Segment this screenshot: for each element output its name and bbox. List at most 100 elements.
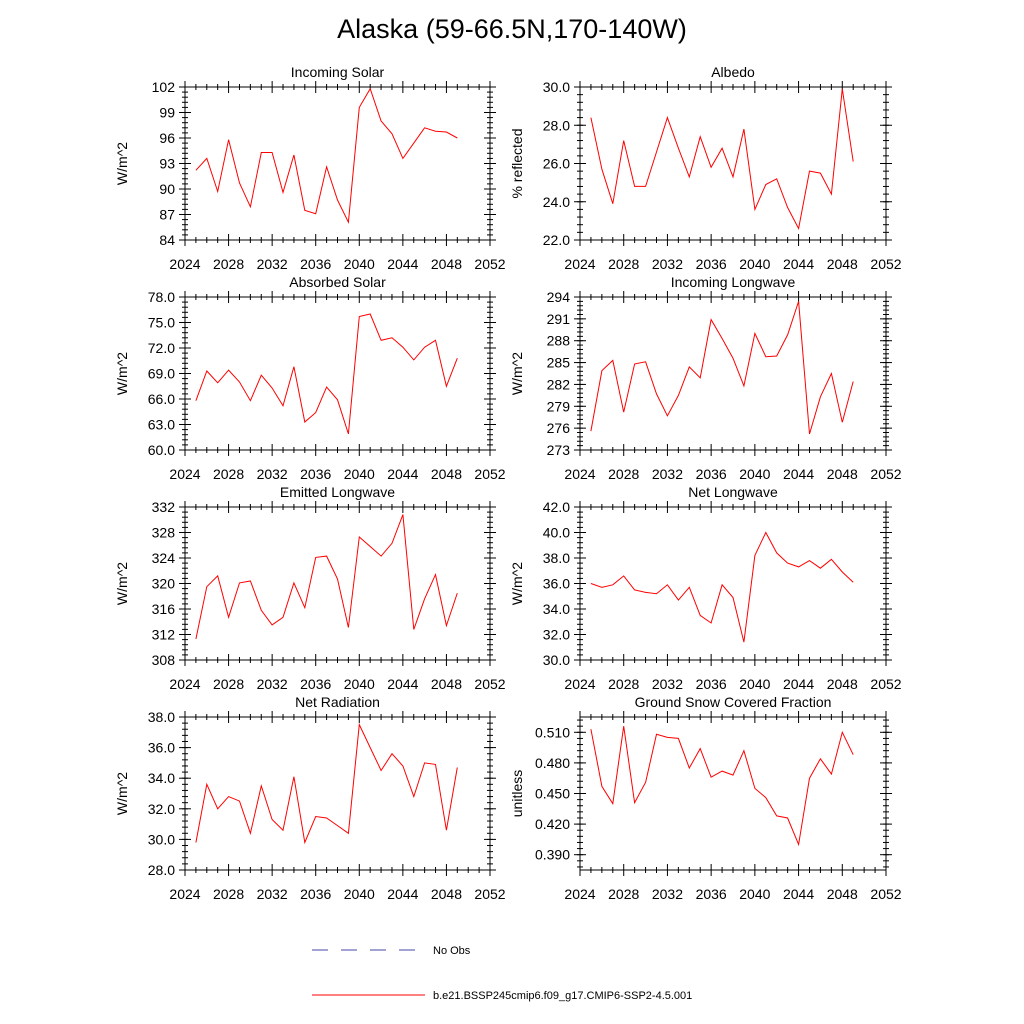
y-tick-label: 38.0 <box>148 709 175 725</box>
x-tick-label: 2052 <box>870 676 901 692</box>
panel-title: Incoming Solar <box>291 64 385 80</box>
series-line <box>590 531 854 643</box>
y-tick-label: 99 <box>159 105 175 121</box>
x-tick-label: 2052 <box>474 466 505 482</box>
x-tick-label: 2048 <box>827 676 858 692</box>
x-tick-label: 2024 <box>564 256 595 272</box>
panel-net-longwave: Net Longwave W/m^2 2024 2028 2032 2036 2040 204… <box>509 484 902 692</box>
x-tick-label: 2024 <box>169 466 200 482</box>
legend: No Obs b.e21.BSSP245cmip6.f09_g17.CMIP6-S… <box>312 945 692 1002</box>
x-tick-label: 2032 <box>652 886 683 902</box>
x-tick-label: 2048 <box>431 676 462 692</box>
y-axis-label: % reflected <box>509 128 525 198</box>
plot-frame <box>579 506 887 661</box>
panel-emitted-longwave: Emitted Longwave W/m^2 2024 2028 2032 2036 204… <box>114 484 506 692</box>
plot-frame <box>579 296 887 451</box>
plot-frame <box>184 716 491 871</box>
x-tick-label: 2048 <box>431 466 462 482</box>
x-tick-label: 2024 <box>564 466 595 482</box>
series-line <box>590 301 854 435</box>
y-tick-label: 291 <box>547 311 571 327</box>
panel-title: Ground Snow Covered Fraction <box>635 694 832 710</box>
x-tick-label: 2040 <box>344 886 375 902</box>
x-tick-label: 2032 <box>257 256 288 272</box>
x-tick-label: 2048 <box>827 466 858 482</box>
x-tick-label: 2048 <box>431 256 462 272</box>
panel-title: Absorbed Solar <box>289 274 386 290</box>
y-tick-label: 22.0 <box>543 232 570 248</box>
panel-title: Albedo <box>711 64 755 80</box>
y-tick-label: 332 <box>152 499 176 515</box>
series-line <box>195 87 458 225</box>
y-tick-label: 30.0 <box>543 652 570 668</box>
panel-title: Incoming Longwave <box>671 274 796 290</box>
y-tick-label: 66.0 <box>148 391 175 407</box>
y-tick-label: 276 <box>547 420 571 436</box>
x-tick-label: 2044 <box>783 466 814 482</box>
x-tick-label: 2044 <box>387 676 418 692</box>
x-tick-label: 2052 <box>474 676 505 692</box>
x-tick-label: 2024 <box>169 256 200 272</box>
x-tick-label: 2044 <box>387 466 418 482</box>
x-tick-label: 2024 <box>169 676 200 692</box>
panel-absorbed-solar: Absorbed Solar W/m^2 2024 2028 2032 2036 2040 2… <box>114 274 506 482</box>
x-tick-label: 2040 <box>344 256 375 272</box>
x-tick-label: 2028 <box>213 676 244 692</box>
x-tick-label: 2036 <box>696 676 727 692</box>
x-tick-label: 2048 <box>431 886 462 902</box>
y-tick-label: 30.0 <box>148 831 175 847</box>
y-tick-label: 84 <box>159 232 175 248</box>
x-tick-label: 2040 <box>739 466 770 482</box>
y-tick-label: 93 <box>159 156 175 172</box>
x-tick-label: 2052 <box>474 886 505 902</box>
y-tick-label: 96 <box>159 130 175 146</box>
panel-title: Net Longwave <box>688 484 778 500</box>
y-axis-label: W/m^2 <box>114 772 130 815</box>
x-tick-label: 2028 <box>608 466 639 482</box>
y-tick-label: 60.0 <box>148 442 175 458</box>
y-tick-label: 273 <box>547 442 571 458</box>
x-tick-label: 2032 <box>652 676 683 692</box>
series-line <box>195 722 458 845</box>
y-tick-label: 316 <box>152 601 176 617</box>
y-axis-label: W/m^2 <box>509 562 525 605</box>
x-tick-label: 2052 <box>870 466 901 482</box>
x-tick-label: 2032 <box>257 676 288 692</box>
y-tick-label: 30.0 <box>543 79 570 95</box>
x-tick-label: 2036 <box>300 466 331 482</box>
y-tick-label: 36.0 <box>148 740 175 756</box>
x-tick-label: 2040 <box>739 256 770 272</box>
y-tick-label: 282 <box>547 376 571 392</box>
x-tick-label: 2044 <box>783 886 814 902</box>
x-tick-label: 2028 <box>213 886 244 902</box>
y-tick-label: 32.0 <box>148 801 175 817</box>
series-line <box>195 313 458 435</box>
x-tick-label: 2044 <box>783 676 814 692</box>
y-tick-label: 28.0 <box>148 862 175 878</box>
y-axis-label: W/m^2 <box>114 142 130 185</box>
y-tick-label: 40.0 <box>543 525 570 541</box>
x-tick-label: 2036 <box>696 256 727 272</box>
y-tick-label: 34.0 <box>148 770 175 786</box>
x-tick-label: 2052 <box>474 256 505 272</box>
x-tick-label: 2032 <box>652 256 683 272</box>
panel-albedo: Albedo % reflected 2024 2028 2032 2036 2040 204… <box>509 64 902 272</box>
y-tick-label: 26.0 <box>543 156 570 172</box>
x-tick-label: 2036 <box>696 886 727 902</box>
x-tick-label: 2044 <box>783 256 814 272</box>
y-tick-label: 34.0 <box>543 601 570 617</box>
x-tick-label: 2028 <box>608 886 639 902</box>
y-tick-label: 24.0 <box>543 194 570 210</box>
y-tick-label: 38.0 <box>543 550 570 566</box>
y-tick-label: 320 <box>152 576 176 592</box>
y-tick-label: 279 <box>547 398 571 414</box>
x-tick-label: 2040 <box>344 676 375 692</box>
y-axis-label: W/m^2 <box>114 352 130 395</box>
y-tick-label: 0.450 <box>535 786 570 802</box>
x-tick-label: 2028 <box>213 256 244 272</box>
x-tick-label: 2032 <box>257 886 288 902</box>
panel-title: Emitted Longwave <box>280 484 395 500</box>
y-tick-label: 28.0 <box>543 117 570 133</box>
x-tick-label: 2052 <box>870 256 901 272</box>
